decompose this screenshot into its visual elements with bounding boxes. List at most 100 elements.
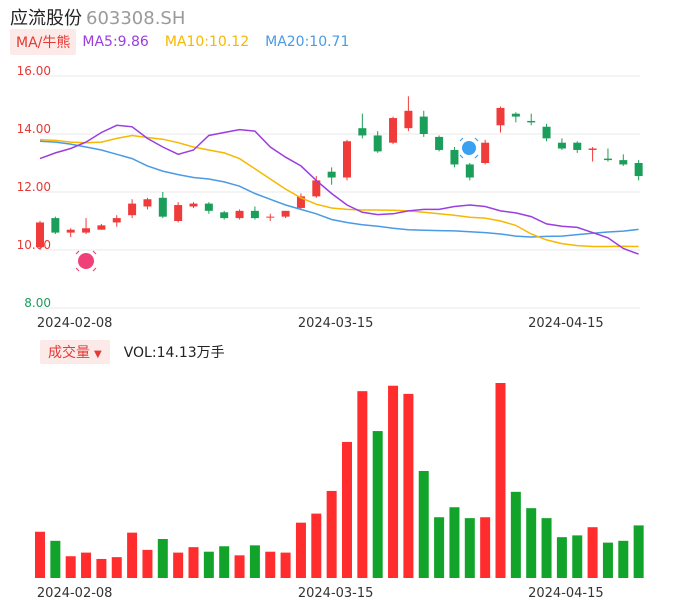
candle <box>343 139 351 181</box>
volume-bar <box>357 391 368 578</box>
x-tick-label: 2024-04-15 <box>528 316 604 331</box>
volume-bar <box>203 551 214 578</box>
candle-body <box>128 203 137 216</box>
volume-bar <box>495 383 506 578</box>
candle <box>36 221 44 250</box>
candle <box>573 141 582 153</box>
bull-marker-bracket <box>459 137 479 159</box>
candle <box>189 202 198 208</box>
volume-bar <box>342 441 352 578</box>
candle <box>496 106 505 133</box>
candle-body <box>435 136 444 150</box>
y-tick-label: 10.00 <box>17 238 51 252</box>
volume-bar <box>65 556 76 578</box>
stock-name: 应流股份 <box>10 8 82 29</box>
volume-bar <box>434 517 445 578</box>
volume-toggle-button[interactable]: 成交量 ▼ <box>40 340 110 364</box>
candle-body <box>419 116 428 134</box>
candle-body <box>51 218 60 233</box>
candle-body <box>112 218 121 223</box>
candle <box>373 131 382 153</box>
candle <box>435 135 444 152</box>
candle-body <box>158 197 167 217</box>
kline-chart[interactable]: 16.00 14.00 12.00 10.00 8.00 2024-02-08 2024-0… <box>0 0 686 335</box>
volume-bar <box>280 552 291 578</box>
candle-body <box>66 229 75 233</box>
stock-code: 603308.SH <box>86 8 186 29</box>
candle <box>527 113 536 126</box>
bull-marker-icon <box>459 137 479 159</box>
candle <box>419 110 428 137</box>
ma5-line <box>39 124 639 255</box>
candle <box>51 216 60 235</box>
volume-bar <box>572 535 583 578</box>
candle <box>557 138 566 150</box>
candle-body <box>143 199 152 207</box>
volume-x-tick-label: 2024-04-15 <box>528 586 604 601</box>
ma-legend: MA/牛熊 MA5:9.86 MA10:10.12 MA20:10.71 <box>10 29 365 55</box>
candle-body <box>36 222 44 248</box>
x-tick-label: 2024-02-08 <box>37 316 113 331</box>
candle <box>465 163 474 181</box>
candle <box>542 123 551 142</box>
candle-body <box>465 164 474 178</box>
candle <box>588 147 597 162</box>
candle <box>66 228 75 237</box>
bull-marker-dot <box>462 141 476 155</box>
volume-bar <box>96 558 107 578</box>
volume-bar <box>219 546 230 578</box>
volume-bar <box>526 508 537 578</box>
candle-body <box>281 210 290 217</box>
candle-body <box>358 128 367 136</box>
volume-x-tick-label: 2024-03-15 <box>298 586 374 601</box>
candle <box>97 223 106 230</box>
volume-bar <box>81 552 92 578</box>
candle <box>174 202 183 223</box>
candle-body <box>557 142 566 149</box>
candle <box>281 210 290 219</box>
candle <box>128 199 137 219</box>
volume-bar <box>188 547 199 578</box>
volume-bar <box>510 491 521 578</box>
volume-chart[interactable]: 2024-02-08 2024-03-15 2024-04-15 <box>0 366 686 606</box>
candle <box>158 192 167 219</box>
volume-bar <box>388 385 399 578</box>
volume-bar <box>372 431 383 578</box>
candle <box>327 167 336 185</box>
candle <box>250 206 259 220</box>
volume-bar <box>311 513 322 578</box>
candle <box>82 218 91 235</box>
candle-body <box>481 142 490 163</box>
candle <box>511 112 520 123</box>
candle-body <box>220 212 229 219</box>
volume-bar <box>142 549 153 578</box>
ma-toggle-button[interactable]: MA/牛熊 <box>10 29 77 55</box>
candle-body <box>296 196 305 208</box>
candle-body <box>235 210 244 219</box>
candle-body <box>634 163 643 177</box>
candle <box>358 113 367 139</box>
candle <box>404 96 413 132</box>
candle-body <box>573 142 582 150</box>
candle <box>143 197 152 210</box>
volume-bar <box>602 542 613 578</box>
candle-body <box>327 171 336 178</box>
bear-marker-dot <box>78 253 94 269</box>
candle-body <box>250 210 259 219</box>
candle <box>235 209 244 220</box>
candle-body <box>97 225 106 230</box>
volume-bar <box>326 490 337 578</box>
candle <box>634 160 643 181</box>
candle <box>389 116 398 145</box>
candle <box>112 215 121 227</box>
candle <box>450 147 459 168</box>
candle <box>481 139 490 165</box>
candle-body <box>511 113 520 117</box>
candle-body <box>204 203 213 211</box>
ma20-line <box>39 140 639 238</box>
ma10-line <box>39 134 639 248</box>
candle-body <box>619 160 628 165</box>
volume-toggle-label: 成交量 <box>48 345 90 361</box>
candle-body <box>312 180 321 197</box>
candle <box>603 148 612 162</box>
